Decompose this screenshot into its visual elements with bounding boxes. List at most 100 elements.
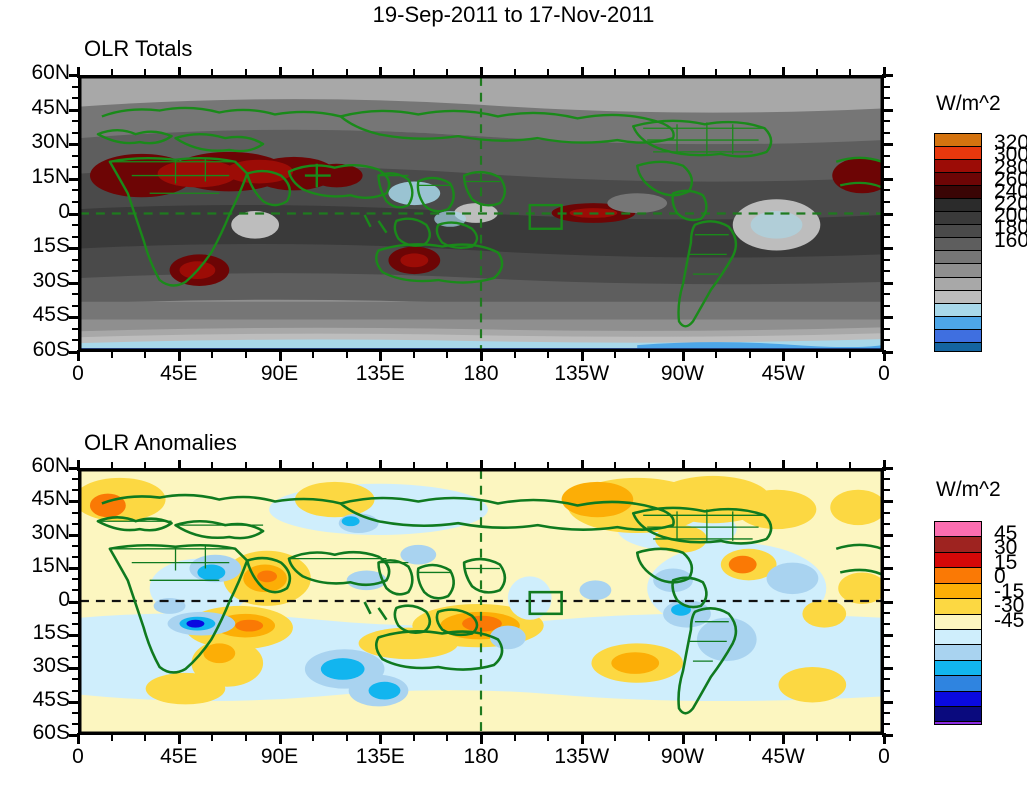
colorbar-totals-band [935,303,981,317]
olr-anomalies-xtick-minor [547,462,550,469]
olr-totals-ytick-label: 30S [32,268,70,292]
olr-anomalies-xtick-minor [547,734,550,741]
colorbar-totals-band [935,342,981,351]
olr-anomalies-ytick-label: 0 [58,587,70,611]
olr-totals-xtick-minor [547,351,550,358]
olr-anomalies-ytick [882,633,893,637]
olr-totals-ytick-minor [883,235,890,238]
colorbar-totals-tick-label: 260 [994,167,1027,191]
olr-totals-xtick-label: 45W [761,362,805,385]
olr-anomalies-xtick-minor [244,462,247,469]
olr-totals-ytick-minor [72,85,79,88]
olr-anomalies-xtick [177,460,181,471]
colorbar-totals-band [935,134,981,148]
olr-totals-xtick [177,350,181,361]
olr-anomalies-xtick [883,460,886,471]
olr-totals-ytick-minor [883,189,890,192]
olr-anomalies-xtick-label: 90W [660,745,705,768]
olr-anomalies-ytick [882,533,893,537]
colorbar-unit-anomalies: W/m^2 [936,478,1001,501]
olr-anomalies-xtick-minor [446,462,449,469]
olr-anomalies-ytick [882,500,893,504]
olr-anomalies-ytick-minor [72,711,79,714]
colorbar-totals-band [935,173,981,187]
olr-anomalies-xtick-minor [715,462,718,469]
olr-anomalies-xtick-minor [110,462,113,469]
olr-anomalies-xtick-minor [513,462,516,469]
colorbar-totals-band [935,316,981,330]
olr-anomalies-xtick-label: 135W [554,745,610,768]
colorbar-anomalies-band [935,691,981,708]
olr-totals-ytick [882,247,893,251]
olr-anomalies-xtick-minor [513,734,516,741]
olr-totals-ytick-minor [883,120,890,123]
olr-anomalies-ytick-minor [883,478,890,481]
olr-anomalies-ytick [69,700,80,704]
olr-totals-ytick [882,143,893,147]
olr-totals-ytick-minor [72,327,79,330]
olr-anomalies-xtick-minor [144,462,147,469]
olr-anomalies-ytick-minor [72,689,79,692]
olr-totals-ytick-minor [72,120,79,123]
colorbar-anomalies-tick-label: -30 [994,594,1025,618]
colorbar-anomalies-band [935,722,981,724]
olr-anomalies-xtick-label: 135E [355,745,405,768]
olr-totals-xtick [480,350,483,361]
olr-anomalies-xtick-minor [412,734,415,741]
colorbar-totals-tick-label: 320 [994,131,1027,155]
olr-totals-ytick-minor [883,166,890,169]
colorbar-anomalies-tick-label: 30 [994,536,1018,560]
olr-totals-xtick-minor [211,351,214,358]
colorbar-totals-band [935,160,981,174]
olr-anomalies-ytick-label: 15S [32,620,70,644]
olr-totals-ytick-minor [72,339,79,342]
olr-totals-xtick-minor [412,351,415,358]
colorbar-anomalies-band [935,614,981,630]
olr-anomalies-ytick [69,533,80,537]
olr-totals-ytick [882,212,893,216]
colorbar-unit-totals: W/m^2 [936,92,1001,115]
olr-totals-ytick-minor [72,154,79,157]
olr-anomalies-xtick-minor [446,734,449,741]
olr-totals-xtick [681,350,685,361]
olr-totals-ytick [69,74,80,77]
olr-totals-xtick [379,67,383,78]
olr-anomalies-xtick-minor [144,734,147,741]
colorbar-totals-band [935,186,981,200]
colorbar-totals-tick-label: 160 [994,228,1027,252]
olr-totals-xtick-label: 135E [355,362,405,385]
olr-anomalies-xtick [77,460,80,471]
olr-anomalies-xtick [278,733,282,744]
olr-totals-ytick [882,351,893,354]
olr-totals-ytick-minor [883,327,890,330]
olr-anomalies-xtick [681,733,685,744]
olr-totals-xtick-minor [110,351,113,358]
olr-anomalies-ytick-minor [883,611,890,614]
olr-totals-xtick-minor [312,69,315,76]
colorbar-totals-band [935,147,981,161]
colorbar-totals-tick-label: 240 [994,179,1027,203]
olr-totals-ytick-minor [72,97,79,100]
olr-totals-xtick-minor [412,69,415,76]
olr-totals-xtick-minor [614,69,617,76]
olr-anomalies-ytick-label: 60S [32,721,70,744]
olr-totals-xtick-minor [815,69,818,76]
colorbar-totals-tick-label: 220 [994,192,1027,215]
olr-totals-ytick [882,74,893,77]
olr-totals-ytick-label: 15S [32,234,70,258]
map-olr-totals [78,75,884,352]
colorbar-totals-band [935,264,981,278]
olr-anomalies-xtick-minor [614,462,617,469]
olr-totals-xtick-minor [345,69,348,76]
olr-anomalies-ytick-minor [883,589,890,592]
olr-anomalies-xtick-minor [211,462,214,469]
olr-anomalies-xtick-minor [647,462,650,469]
olr-totals-xtick [580,350,584,361]
olr-totals-xtick-label: 0 [878,362,890,385]
olr-totals-xtick-minor [748,69,751,76]
olr-totals-xtick-minor [211,69,214,76]
colorbar-totals-band [935,212,981,226]
olr-anomalies-xtick-minor [110,734,113,741]
olr-anomalies-ytick [69,600,80,604]
